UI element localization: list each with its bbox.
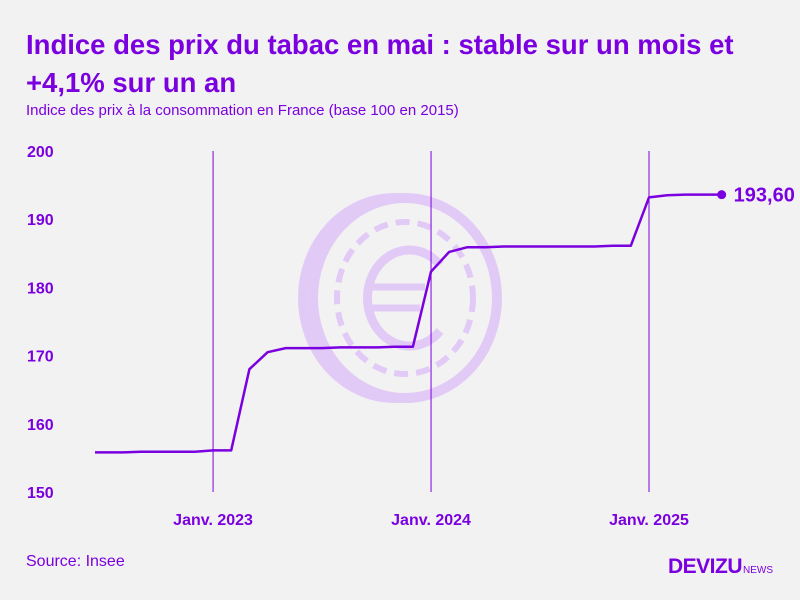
y-tick-label: 200 [27,144,54,161]
x-tick-label: Janv. 2025 [609,512,689,529]
chart-title: Indice des prix du tabac en mai : stable… [26,29,734,98]
brand-name: DEVIZU [667,555,743,578]
series-line-tabac [95,193,722,454]
x-axis: Janv. 2023 Janv. 2024 Janv. 2025 [173,512,689,529]
chart-subtitle: Indice des prix à la consommation en Fra… [26,102,459,119]
euro-coin-icon [298,193,502,403]
y-tick-label: 170 [27,349,54,366]
y-tick-label: 180 [27,280,54,297]
y-tick-label: 190 [27,212,54,229]
brand-suffix: NEWS [743,565,773,576]
end-value-label: 193,60 [734,185,795,207]
y-tick-label: 150 [27,485,54,502]
x-tick-label: Janv. 2023 [173,512,253,529]
y-axis: 150 160 170 180 190 200 [27,144,54,502]
source-note: Source: Insee [26,553,125,570]
brand-logo: DEVIZUNEWS [668,555,773,579]
x-tick-label: Janv. 2024 [391,512,471,529]
x-gridlines [212,151,650,492]
end-point [717,190,727,200]
y-tick-label: 160 [27,417,54,434]
